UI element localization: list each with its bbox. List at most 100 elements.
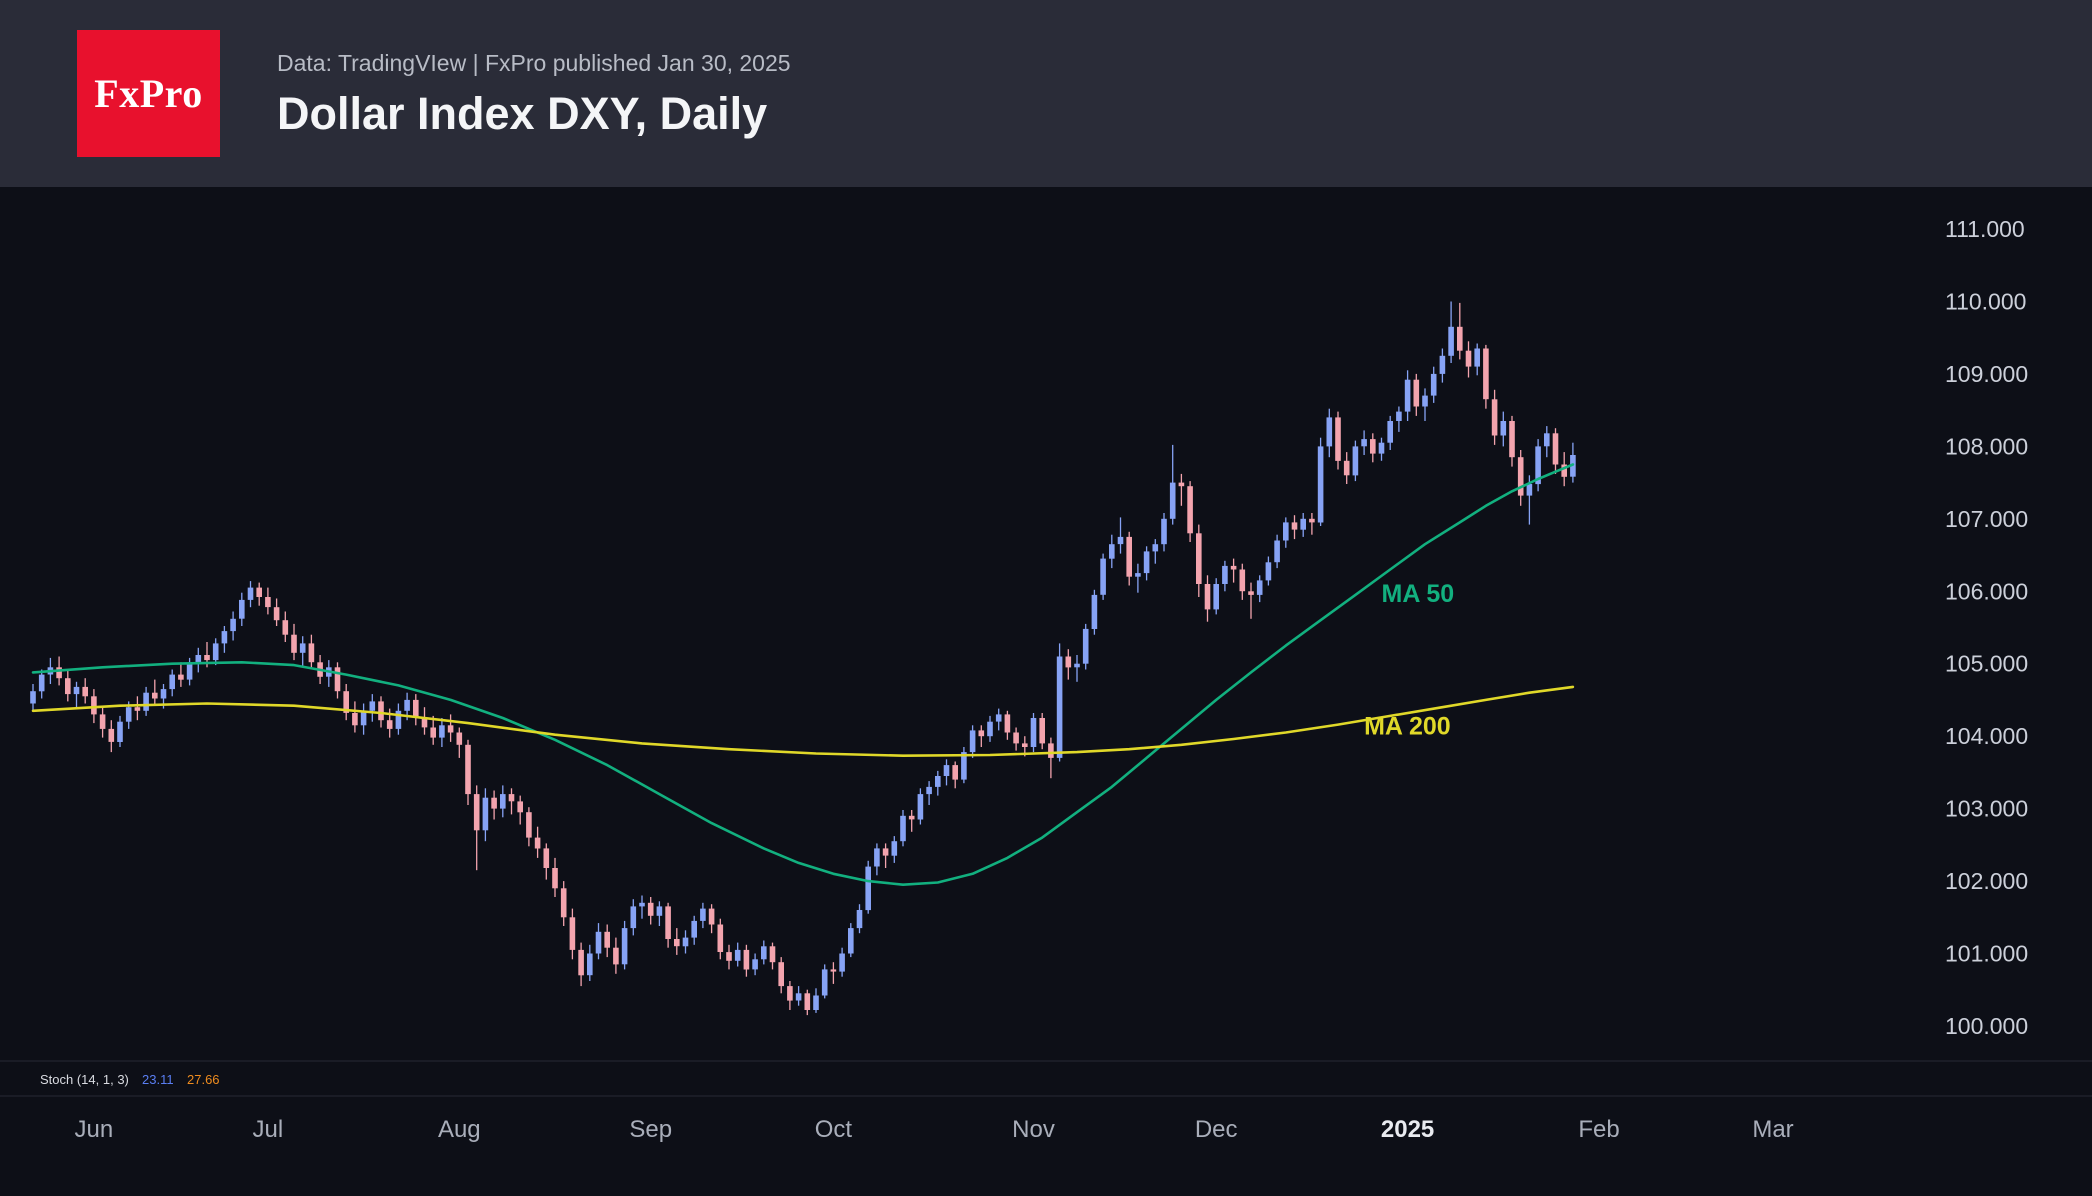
candle-body [995,714,1002,722]
candle-body [343,691,349,713]
price-tick-label: 105.000 [1945,651,2028,677]
candle-body [38,674,45,692]
candle-body [1500,421,1507,436]
candle-body [360,710,367,726]
candle-body [1552,433,1559,465]
candle-body [1483,348,1489,400]
candle-body [917,794,924,820]
candle-body [1030,718,1037,747]
candle-body [961,752,967,780]
candle-body [508,794,515,802]
candle-body [395,710,402,729]
candle-body [1422,395,1428,407]
candle-body [804,993,811,1010]
price-tick-label: 106.000 [1945,578,2028,604]
candle-body [1230,565,1237,570]
candle-body [769,946,776,963]
candle-body [291,634,297,653]
candle-body [1535,446,1541,485]
candle-body [1465,350,1472,367]
header-text-block: Data: TradingVIew | FxPro published Jan … [277,50,791,137]
candle-body [1187,486,1193,534]
candle-body [1065,656,1072,668]
candle-body [935,776,941,787]
candle-body [778,962,784,987]
chart-source-caption: Data: TradingVIew | FxPro published Jan … [277,50,791,77]
candle-body [178,674,184,680]
candle-body [1126,536,1132,577]
candle-body [404,699,410,711]
candle-body [160,689,167,699]
time-axis: Jun Jul Aug Sep Oct Nov Dec 2025 Feb Mar [75,1116,1794,1143]
candle-body [1361,439,1367,447]
candle-body [386,720,393,729]
candle-body [1396,411,1402,421]
candle-body [1309,518,1315,523]
candle-body [761,946,767,960]
candle-body [195,655,202,664]
candle-body [265,597,271,608]
candle-body [299,643,306,653]
candle-body [1135,573,1141,577]
candle-body [630,906,637,929]
candle-body [91,696,97,715]
candle-body [1222,565,1228,584]
candle-body [500,794,506,809]
candle-body [865,866,871,911]
candle-body [1022,743,1028,747]
candle-body [1457,326,1463,351]
candle-body [1004,714,1011,733]
candle-body [117,721,123,742]
candles [30,301,1576,1016]
candle-body [587,953,593,976]
candle-body [186,663,193,680]
candle-body [108,728,115,742]
candle-body [613,947,619,965]
candle-body [169,674,175,690]
candle-body [1404,379,1411,412]
candle-body [674,939,680,947]
candle-body [482,797,489,831]
candle-body [700,908,706,921]
candle-body [726,952,732,961]
candle-body [552,868,558,889]
candle-body [682,937,689,947]
candle-body [1143,551,1150,574]
candle-body [517,801,523,813]
candle-body [534,837,541,849]
candle-body [99,714,106,729]
candle-body [439,725,445,738]
candle-body [978,730,985,737]
candle-body [125,707,132,722]
price-tick-label: 111.000 [1945,216,2025,242]
candle-body [1239,569,1246,592]
price-tick-label: 102.000 [1945,868,2028,894]
candle-body [204,655,210,661]
candle-body [526,812,532,838]
candle-body [30,691,36,704]
candle-body [1343,460,1350,476]
candle-body [595,931,602,954]
candle-body [430,727,436,738]
candle-body [212,643,219,661]
candle-body [1013,732,1019,744]
candle-body [874,848,880,867]
candle-body [891,841,898,856]
candle-body [1335,417,1341,461]
candle-body [691,920,697,938]
candle-body [578,949,584,976]
candle-body [900,815,906,842]
indicator-value: 27.66 [187,1072,220,1087]
time-tick-label: Feb [1578,1116,1619,1143]
indicator-name: Stoch (14, 1, 3) [40,1072,129,1087]
candle-body [456,732,463,745]
candle-body [352,713,358,726]
candle-body [1161,518,1167,545]
time-tick-label: Aug [438,1116,481,1143]
candle-body [952,765,958,780]
candle-body [221,631,228,644]
time-tick-label: Sep [629,1116,672,1143]
candle-body [908,815,915,820]
candle-body [73,686,80,695]
candle-body [734,949,741,961]
